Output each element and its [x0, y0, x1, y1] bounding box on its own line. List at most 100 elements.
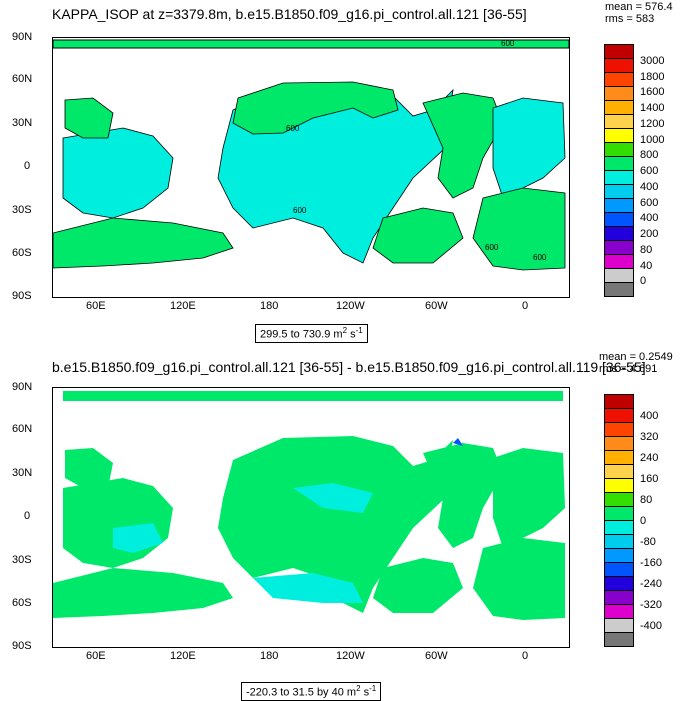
colorbar-swatch [604, 408, 634, 423]
bottom-lat-label: 60N [12, 423, 33, 435]
bottom-stats: mean = 0.2549 rms = 4.691 [599, 351, 673, 375]
colorbar-swatch [604, 170, 634, 185]
colorbar-label: 1600 [640, 86, 665, 99]
colorbar-label: 600 [640, 196, 659, 209]
west-cyan-region [62, 127, 174, 219]
top-lon-label: 120W [336, 300, 365, 312]
bottom-panel: b.e15.B1850.f09_g16.pi_control.all.121 [… [0, 350, 700, 701]
top-mean: mean = 576.4 [605, 1, 673, 13]
bottom-map [52, 387, 570, 648]
bottom-map-svg [53, 391, 565, 620]
central-ocean-green [218, 436, 453, 613]
colorbar-swatch [604, 268, 634, 283]
colorbar-swatch [604, 548, 634, 563]
top-lat-label: 90S [12, 290, 32, 302]
colorbar-swatch [604, 450, 634, 465]
colorbar-swatch [604, 156, 634, 171]
cyan-patch [113, 523, 163, 553]
colorbar-label: 1400 [640, 102, 665, 114]
bottom-lat-label: 30N [12, 467, 33, 479]
bottom-lat-label: 30S [12, 554, 32, 566]
colorbar-label: -160 [640, 557, 663, 569]
colorbar-swatch [604, 212, 634, 227]
colorbar-swatch [604, 436, 634, 451]
top-lat-label: 30S [12, 204, 32, 216]
colorbar-label: 1200 [640, 117, 665, 130]
bottom-colorbar [604, 394, 634, 647]
top-colorbar [604, 44, 634, 297]
bottom-lon-label: 120W [336, 650, 365, 662]
colorbar-swatch [604, 534, 634, 549]
top-lon-label: 120E [170, 300, 196, 312]
colorbar-swatch [604, 58, 634, 73]
atlantic-green [423, 443, 503, 548]
colorbar-label: 160 [640, 473, 659, 485]
colorbar-swatch [604, 492, 634, 507]
colorbar-swatch [604, 142, 634, 157]
arctic-region [53, 39, 569, 49]
colorbar-label: 400 [640, 410, 659, 422]
colorbar-swatch [604, 100, 634, 115]
arctic-region [63, 391, 563, 401]
top-range-box: 299.5 to 730.9 m2 s-1 [255, 324, 368, 343]
colorbar-swatch [604, 520, 634, 535]
colorbar-label: 40 [640, 259, 653, 272]
bottom-lat-label: 90N [12, 381, 33, 393]
top-lat-label: 0 [24, 160, 31, 172]
colorbar-label: 800 [640, 149, 659, 162]
colorbar-swatch [604, 478, 634, 493]
colorbar-label: 320 [640, 431, 659, 443]
east-cyan-region [492, 97, 566, 199]
colorbar-label: 0 [640, 515, 647, 527]
top-lat-label: 90N [12, 31, 33, 43]
bottom-mean: mean = 0.2549 [599, 351, 673, 363]
colorbar-swatch [604, 576, 634, 591]
top-lat-label: 60S [12, 247, 32, 259]
top-lat-label: 30N [12, 117, 33, 129]
bottom-lat-label: 0 [24, 510, 31, 522]
south-east-green [472, 187, 566, 271]
colorbar-swatch [604, 464, 634, 479]
colorbar-swatch [604, 604, 634, 619]
colorbar-label: 80 [640, 243, 653, 256]
colorbar-label: 1000 [640, 133, 665, 146]
colorbar-swatch [604, 618, 634, 633]
west-green-region [63, 478, 173, 568]
bottom-range-box: -220.3 to 31.5 by 40 m2 s-1 [241, 682, 382, 701]
cyan-patch [293, 483, 373, 513]
top-lon-label: 60W [425, 300, 448, 312]
top-rms: rms = 583 [605, 13, 655, 25]
colorbar-swatch [604, 394, 634, 409]
colorbar-swatch [604, 184, 634, 199]
blue-spot [453, 438, 463, 446]
contour-label: 600 [286, 124, 300, 133]
colorbar-swatch [604, 128, 634, 143]
bottom-lon-label: 120E [170, 650, 196, 662]
south-central-green [373, 558, 463, 613]
colorbar-label: 0 [640, 275, 647, 288]
colorbar-swatch [604, 506, 634, 521]
colorbar-swatch [604, 114, 634, 129]
south-central-green [372, 207, 464, 264]
colorbar-swatch [604, 226, 634, 241]
colorbar-label: 400 [640, 212, 659, 225]
top-panel: KAPPA_ISOP at z=3379.8m, b.e15.B1850.f09… [0, 0, 700, 350]
contour-label: 600 [485, 243, 499, 252]
colorbar-label: -400 [640, 620, 663, 632]
atlantic-green [422, 92, 504, 199]
colorbar-swatch [604, 86, 634, 101]
colorbar-label: -80 [640, 536, 656, 548]
top-lon-label: 60E [86, 300, 106, 312]
colorbar-label: 80 [640, 494, 653, 506]
top-lon-label: 180 [260, 300, 279, 312]
colorbar-label: 3000 [640, 54, 665, 67]
colorbar-swatch [604, 198, 634, 213]
colorbar-swatch [604, 282, 634, 297]
colorbar-swatch [604, 632, 634, 647]
east-green-region [493, 448, 565, 548]
colorbar-label: 1800 [640, 70, 665, 83]
bottom-rms: rms = 4.691 [599, 363, 658, 375]
top-map: 600 600 600 600 600 [52, 37, 570, 298]
cyan-patch [253, 573, 363, 603]
colorbar-swatch [604, 240, 634, 255]
